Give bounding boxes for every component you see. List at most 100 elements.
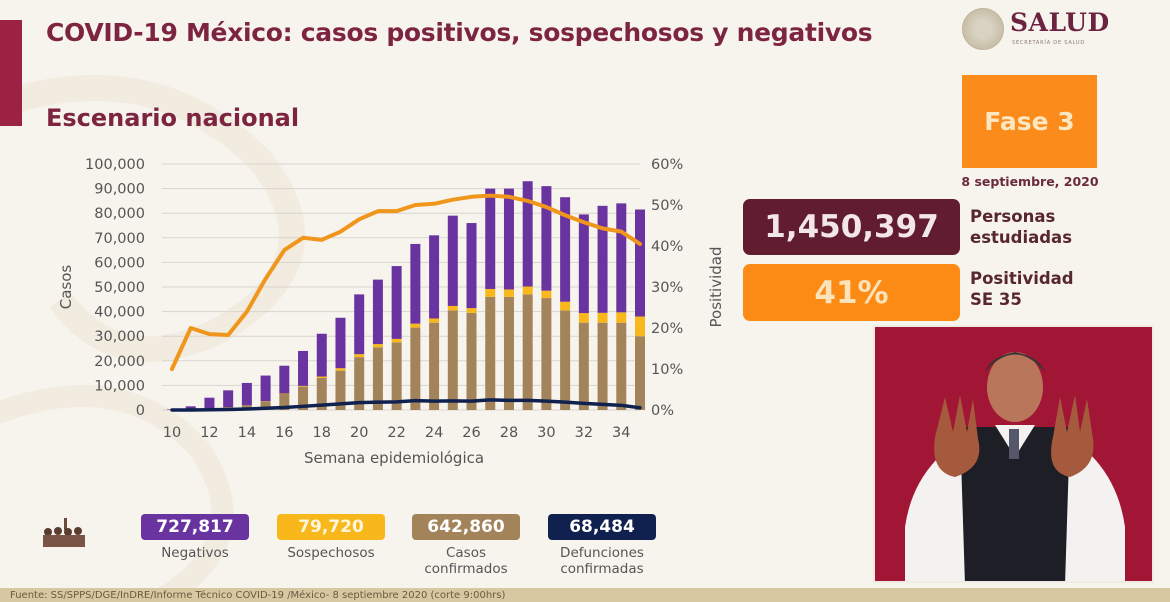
bar-negativos bbox=[392, 266, 402, 339]
bar-confirmados bbox=[560, 310, 570, 410]
bar-negativos bbox=[504, 189, 514, 290]
bar-sospechosos bbox=[354, 354, 364, 357]
bar-negativos bbox=[616, 203, 626, 312]
y2-axis-label: Positividad bbox=[707, 247, 725, 328]
bar-sospechosos bbox=[317, 377, 327, 378]
y-tick-label: 30,000 bbox=[94, 329, 145, 345]
x-tick-label: 20 bbox=[350, 425, 368, 441]
bar-confirmados bbox=[598, 323, 608, 410]
personas-estudiadas-label: Personas estudiadas bbox=[970, 206, 1072, 248]
x-tick-label: 30 bbox=[537, 425, 555, 441]
y-tick-label: 60,000 bbox=[94, 255, 145, 271]
summary-confirmados-label: Casos confirmados bbox=[412, 545, 520, 577]
bar-sospechosos bbox=[429, 318, 439, 322]
bar-sospechosos bbox=[298, 386, 308, 387]
sign-language-interpreter-video bbox=[873, 325, 1154, 583]
x-tick-label: 10 bbox=[163, 425, 181, 441]
y-axis-ticks: 010,00020,00030,00040,00050,00060,00070,… bbox=[85, 157, 145, 419]
salud-logo: SALUD SECRETARÍA DE SALUD bbox=[960, 6, 1160, 56]
bar-negativos bbox=[223, 390, 233, 407]
x-tick-label: 16 bbox=[275, 425, 293, 441]
bar-confirmados bbox=[616, 323, 626, 410]
x-tick-label: 24 bbox=[425, 425, 443, 441]
bar-sospechosos bbox=[392, 339, 402, 342]
bar-negativos bbox=[448, 216, 458, 306]
y-tick-label: 0 bbox=[136, 403, 145, 419]
bar-negativos bbox=[467, 223, 477, 308]
summary-negativos: 727,817 Negativos bbox=[141, 514, 249, 561]
bar-sospechosos bbox=[448, 306, 458, 310]
bar-sospechosos bbox=[598, 313, 608, 323]
stat-label-line: SE 35 bbox=[970, 289, 1074, 310]
summary-defunciones-value: 68,484 bbox=[548, 514, 656, 540]
summary-sospechosos-value: 79,720 bbox=[277, 514, 385, 540]
y-tick-label: 20,000 bbox=[94, 354, 145, 370]
bar-negativos bbox=[242, 383, 252, 405]
bar-negativos bbox=[523, 181, 533, 286]
summary-defunciones-label: Defunciones confirmadas bbox=[548, 545, 656, 577]
x-tick-label: 26 bbox=[462, 425, 480, 441]
bar-negativos bbox=[373, 280, 383, 344]
positividad-label: Positividad SE 35 bbox=[970, 268, 1074, 310]
bar-negativos bbox=[429, 235, 439, 318]
fase-badge: Fase 3 bbox=[962, 75, 1097, 168]
summary-label-line: Casos bbox=[412, 545, 520, 561]
bar-confirmados bbox=[541, 298, 551, 410]
summary-negativos-label: Negativos bbox=[141, 545, 249, 561]
bar-confirmados bbox=[635, 336, 645, 410]
historical-figures-logo bbox=[40, 518, 90, 550]
summary-label-line: Negativos bbox=[141, 545, 249, 561]
chart-bars bbox=[167, 181, 645, 410]
x-tick-label: 34 bbox=[612, 425, 630, 441]
bar-sospechosos bbox=[579, 313, 589, 323]
bar-confirmados bbox=[485, 297, 495, 410]
bar-confirmados bbox=[448, 310, 458, 410]
y2-tick-label: 30% bbox=[651, 280, 683, 296]
bar-negativos bbox=[204, 398, 214, 409]
bar-negativos bbox=[335, 318, 345, 368]
bar-negativos bbox=[354, 294, 364, 354]
bar-confirmados bbox=[579, 323, 589, 410]
stat-label-line: Personas bbox=[970, 206, 1072, 227]
report-date: 8 septiembre, 2020 bbox=[940, 174, 1120, 189]
x-tick-label: 14 bbox=[238, 425, 256, 441]
x-axis-label: Semana epidemiológica bbox=[304, 449, 484, 467]
summary-label-line: confirmados bbox=[412, 561, 520, 577]
bar-negativos bbox=[598, 206, 608, 313]
stat-label-line: Positividad bbox=[970, 268, 1074, 289]
personas-estudiadas-value: 1,450,397 bbox=[743, 199, 960, 255]
y2-axis-ticks: 0%10%20%30%40%50%60% bbox=[651, 157, 683, 419]
positividad-value: 41% bbox=[743, 264, 960, 321]
bar-sospechosos bbox=[635, 317, 645, 337]
y-tick-label: 70,000 bbox=[94, 231, 145, 247]
bar-confirmados bbox=[504, 297, 514, 410]
summary-label-line: confirmadas bbox=[548, 561, 656, 577]
x-tick-label: 18 bbox=[313, 425, 331, 441]
bar-negativos bbox=[298, 351, 308, 386]
summary-defunciones: 68,484 Defunciones confirmadas bbox=[548, 514, 656, 577]
y2-tick-label: 10% bbox=[651, 362, 683, 378]
bar-sospechosos bbox=[373, 344, 383, 347]
bar-sospechosos bbox=[485, 289, 495, 297]
bar-sospechosos bbox=[541, 291, 551, 298]
y2-tick-label: 20% bbox=[651, 321, 683, 337]
summary-label-line: Defunciones bbox=[548, 545, 656, 561]
bar-sospechosos bbox=[410, 324, 420, 328]
y-tick-label: 10,000 bbox=[94, 378, 145, 394]
interpreter-figure bbox=[875, 327, 1154, 583]
y-tick-label: 80,000 bbox=[94, 206, 145, 222]
bar-sospechosos bbox=[523, 287, 533, 295]
bar-confirmados bbox=[429, 323, 439, 410]
national-seal-icon bbox=[962, 8, 1004, 50]
cases-chart: 010,00020,00030,00040,00050,00060,00070,… bbox=[0, 0, 740, 480]
bar-confirmados bbox=[410, 328, 420, 410]
y2-tick-label: 60% bbox=[651, 157, 683, 173]
bar-sospechosos bbox=[467, 308, 477, 313]
y2-tick-label: 0% bbox=[651, 403, 674, 419]
logo-wordmark: SALUD bbox=[1010, 8, 1110, 37]
bar-confirmados bbox=[467, 313, 477, 410]
y-tick-label: 90,000 bbox=[94, 182, 145, 198]
stat-label-line: estudiadas bbox=[970, 227, 1072, 248]
y-tick-label: 100,000 bbox=[85, 157, 145, 173]
bar-sospechosos bbox=[560, 302, 570, 311]
